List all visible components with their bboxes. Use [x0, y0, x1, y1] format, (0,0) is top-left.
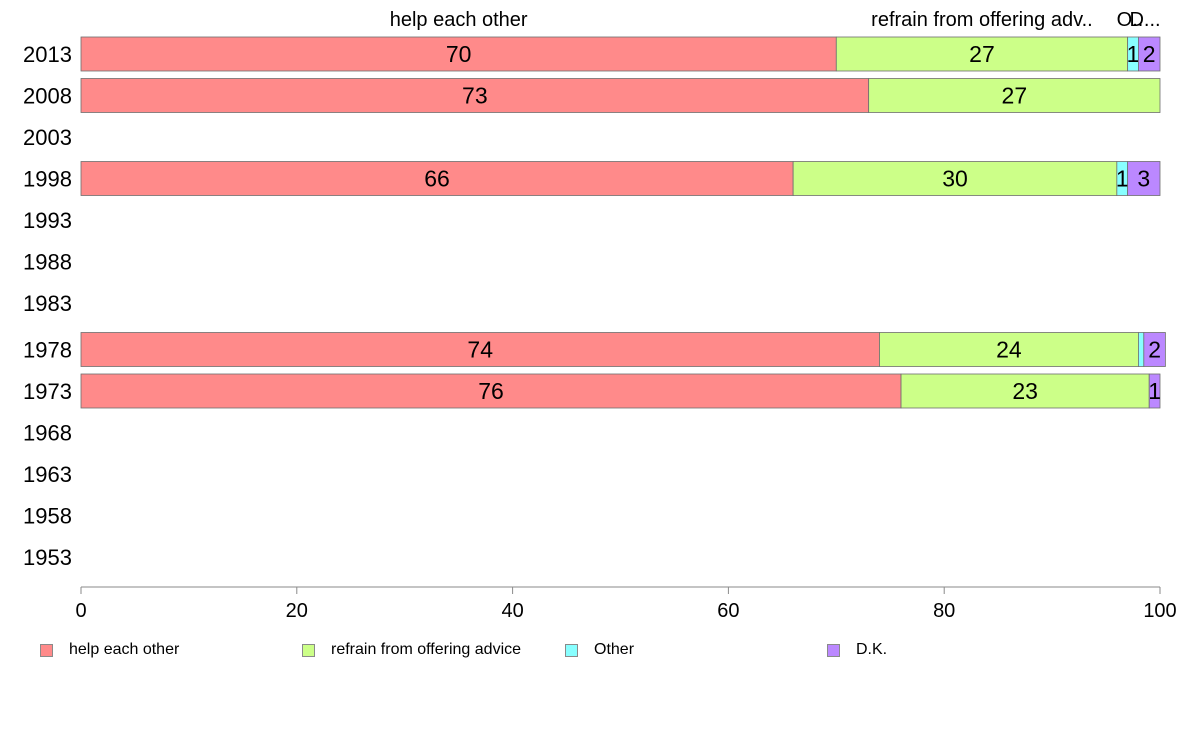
data-label-2008-1: 27	[1002, 83, 1028, 109]
top-label-1: refrain from offering adv..	[871, 9, 1093, 31]
legend-item-other: Other	[565, 636, 634, 664]
y-tick-label-1978: 1978	[23, 338, 72, 363]
legend-item-refrain: refrain from offering advice	[302, 636, 521, 664]
stacked-bar-chart: help each other refrain from offering adv…	[23, 9, 1177, 622]
y-tick-label-1958: 1958	[23, 504, 72, 529]
data-label-2008-0: 73	[462, 83, 488, 109]
data-label-1998-3: 3	[1137, 166, 1150, 192]
legend-item-dk: D.K.	[827, 636, 887, 664]
y-tick-label-1993: 1993	[23, 208, 72, 233]
y-tick-label-1963: 1963	[23, 462, 72, 487]
y-tick-label-1953: 1953	[23, 545, 72, 570]
bar-1998-0	[80, 161, 794, 196]
bar-1973-0	[80, 373, 902, 409]
data-label-1978-1: 24	[996, 337, 1022, 363]
bar-2013-3	[1138, 36, 1161, 72]
legend-swatch-help-each-other	[40, 643, 53, 657]
legend-swatch-other	[565, 643, 578, 657]
legend-label-other: Other	[594, 641, 635, 658]
legend: help each other refrain from offering ad…	[0, 636, 1188, 664]
top-label-2: O..	[1117, 9, 1144, 31]
bar-2008-0	[80, 78, 870, 113]
bar-1978-1	[879, 332, 1139, 367]
legend-label-help-each-other: help each other	[69, 641, 180, 658]
bar-1998-1	[792, 161, 1118, 196]
y-tick-label-1983: 1983	[23, 291, 72, 316]
y-tick-label-2008: 2008	[23, 84, 72, 109]
x-tick-label-80: 80	[933, 600, 955, 622]
bar-1998-3	[1127, 161, 1161, 196]
legend-swatch-refrain	[302, 643, 315, 657]
bar-1973-1	[900, 373, 1150, 409]
x-tick-label-40: 40	[501, 600, 523, 622]
x-tick-label-0: 0	[75, 600, 86, 622]
y-tick-label-1998: 1998	[23, 167, 72, 192]
data-label-2013-0: 70	[446, 41, 472, 67]
bar-1978-2	[1138, 332, 1145, 367]
bar-1973-3	[1148, 373, 1161, 409]
top-label-3: D...	[1129, 9, 1160, 31]
y-tick-label-1968: 1968	[23, 421, 72, 446]
bar-2008-1	[868, 78, 1161, 113]
data-label-1973-1: 23	[1012, 378, 1038, 404]
data-label-1998-0: 66	[424, 166, 450, 192]
data-label-1998-2: 1	[1116, 166, 1129, 192]
legend-label-refrain: refrain from offering advice	[331, 641, 522, 658]
bar-1978-0	[80, 332, 880, 367]
legend-item-help-each-other: help each other	[40, 636, 179, 664]
data-label-2013-2: 1	[1127, 41, 1140, 67]
data-label-2013-3: 2	[1143, 41, 1156, 67]
y-tick-label-1988: 1988	[23, 250, 72, 275]
x-tick-label-60: 60	[717, 600, 739, 622]
legend-swatch-dk	[827, 643, 840, 657]
x-tick-label-20: 20	[286, 600, 308, 622]
data-label-2013-1: 27	[969, 41, 995, 67]
bar-1978-3	[1143, 332, 1166, 367]
legend-label-dk: D.K.	[856, 641, 888, 658]
data-label-1998-1: 30	[942, 166, 968, 192]
y-tick-label-2013: 2013	[23, 42, 72, 67]
top-label-0: help each other	[390, 9, 528, 31]
x-tick-label-100: 100	[1143, 600, 1176, 622]
data-label-1978-3: 2	[1148, 337, 1161, 363]
data-label-1973-0: 76	[478, 378, 504, 404]
data-label-1978-0: 74	[467, 337, 493, 363]
y-tick-label-1973: 1973	[23, 379, 72, 404]
y-tick-label-2003: 2003	[23, 125, 72, 150]
bar-2013-1	[835, 36, 1129, 72]
data-label-1973-3: 1	[1148, 378, 1161, 404]
